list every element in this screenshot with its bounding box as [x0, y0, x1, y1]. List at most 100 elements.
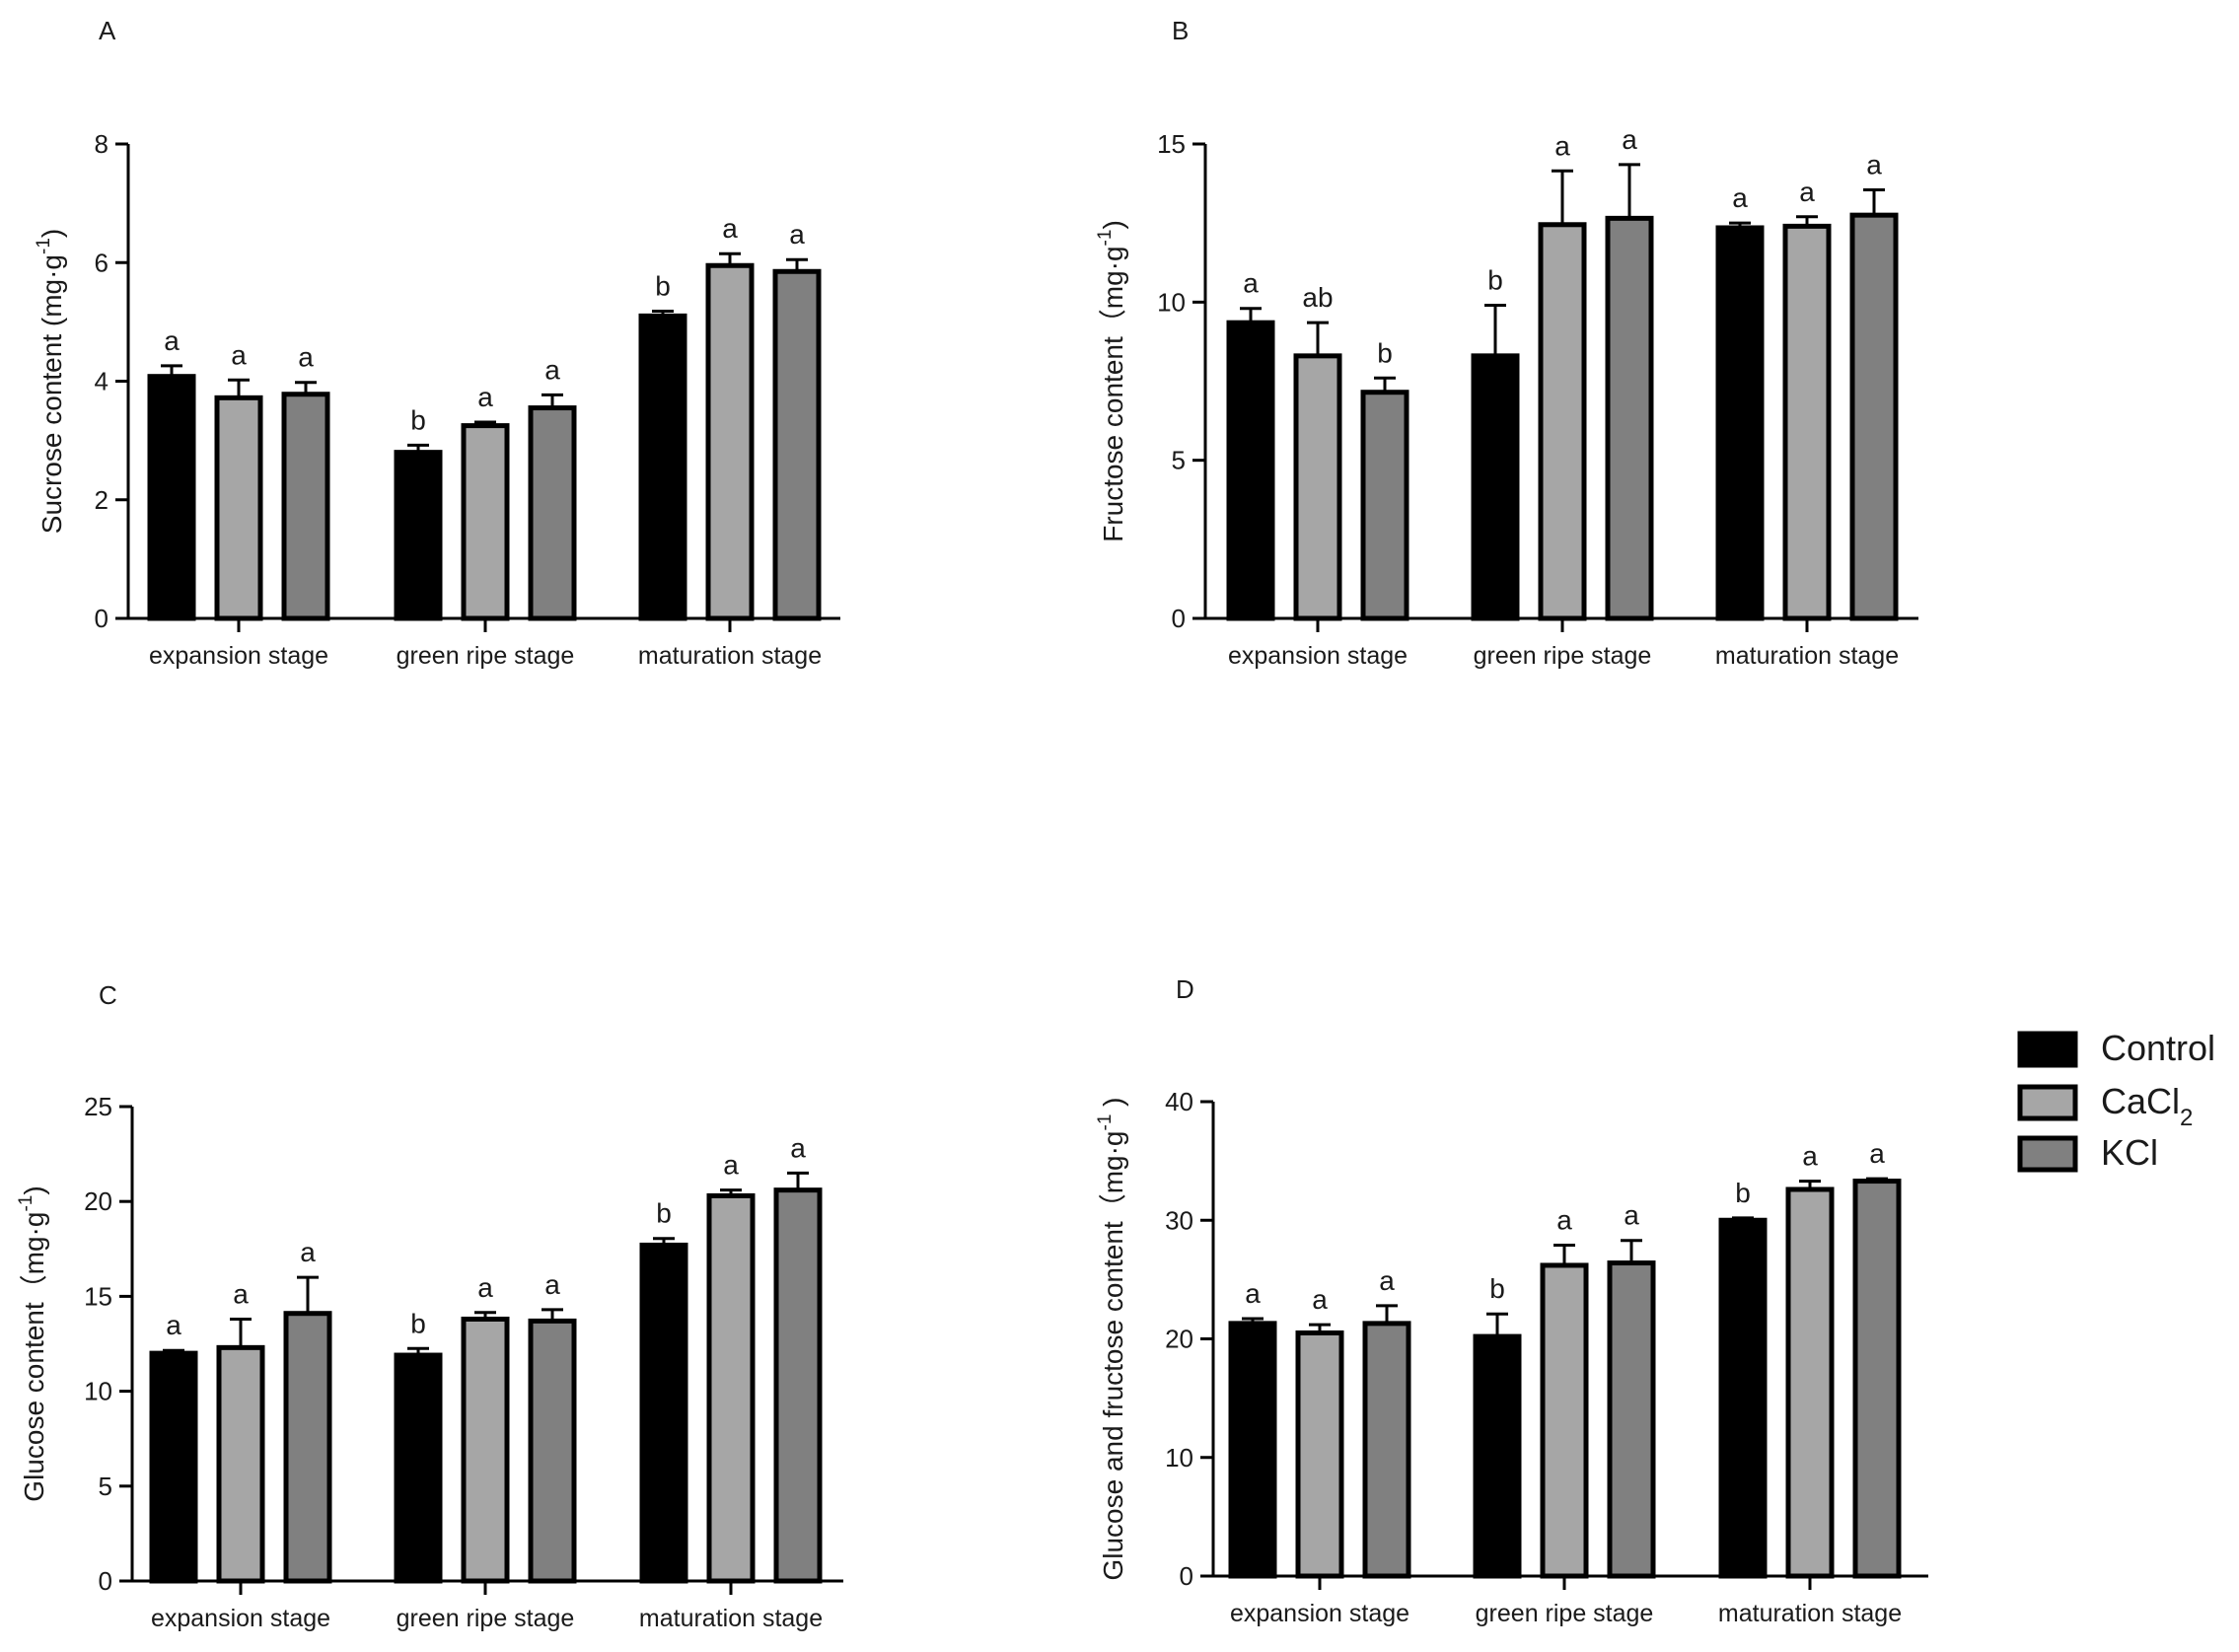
- y-tick-label: 0: [1172, 604, 1186, 633]
- y-tick-label: 10: [1157, 287, 1186, 317]
- significance-letter: a: [1243, 268, 1259, 299]
- bar: [1538, 222, 1587, 621]
- panel-label-a: A: [99, 16, 116, 45]
- bar: [149, 1350, 198, 1584]
- x-tick-label: green ripe stage: [397, 1605, 575, 1632]
- bar: [147, 374, 196, 621]
- legend-swatch-control: [2017, 1031, 2078, 1068]
- panel-label-d: D: [1176, 974, 1194, 1004]
- legend-swatch-cacl2: [2017, 1084, 2078, 1121]
- significance-letter: a: [300, 1237, 316, 1267]
- bar: [1540, 1262, 1589, 1579]
- y-tick-label: 15: [84, 1281, 112, 1311]
- y-tick-label: 25: [84, 1092, 112, 1121]
- bar: [639, 1242, 688, 1584]
- bar: [394, 1352, 443, 1584]
- significance-letter: a: [477, 382, 493, 412]
- y-tick-label: 0: [95, 604, 108, 633]
- significance-letter: a: [1556, 1205, 1572, 1236]
- y-tick-label: 40: [1165, 1087, 1193, 1116]
- panel-label-c: C: [99, 980, 117, 1010]
- bar: [1228, 1321, 1277, 1579]
- x-tick-label: green ripe stage: [1476, 1600, 1654, 1627]
- y-tick-label: 20: [84, 1186, 112, 1216]
- significance-letter: a: [1245, 1278, 1261, 1309]
- significance-letter: b: [1735, 1178, 1751, 1208]
- bar: [1782, 223, 1832, 621]
- y-tick-label: 2: [95, 485, 108, 515]
- y-tick-label: 5: [99, 1472, 112, 1501]
- bar: [1607, 1260, 1656, 1579]
- bar: [1293, 353, 1342, 621]
- significance-letter: a: [1866, 149, 1882, 180]
- y-tick-label: 10: [84, 1377, 112, 1406]
- bar: [283, 1311, 332, 1584]
- y-tick-label: 8: [95, 129, 108, 159]
- significance-letter: a: [544, 354, 560, 385]
- significance-letter: b: [1487, 265, 1503, 296]
- significance-letter: a: [477, 1272, 493, 1303]
- bar: [281, 392, 330, 621]
- y-axis-title: Glucose and fructose content（mg·g-1 ): [1095, 1097, 1128, 1580]
- y-axis-title: Fructose content（mg·g-1): [1095, 220, 1128, 542]
- bar: [1226, 320, 1275, 621]
- significance-letter: a: [1799, 177, 1815, 207]
- significance-letter: ab: [1302, 282, 1333, 313]
- bar: [214, 395, 263, 621]
- bar: [706, 1192, 756, 1584]
- bar: [772, 268, 822, 621]
- significance-letter: a: [1312, 1284, 1328, 1315]
- bar: [1605, 215, 1654, 621]
- legend-label-control: Control: [2101, 1028, 2215, 1068]
- significance-letter: a: [1622, 124, 1637, 155]
- panel-a: A a b b a a a a a a 0 2 4 6 8 expansion stage green rip…: [34, 16, 840, 670]
- bar: [528, 1318, 577, 1584]
- significance-letter: a: [1554, 130, 1570, 161]
- y-tick-label: 0: [1180, 1561, 1193, 1591]
- bar: [1785, 1186, 1835, 1579]
- significance-letter: a: [231, 339, 247, 370]
- bar: [216, 1344, 265, 1584]
- significance-letter: b: [410, 404, 426, 435]
- bar: [1362, 1321, 1411, 1579]
- significance-letter: a: [166, 1310, 181, 1340]
- significance-letter: a: [723, 1150, 739, 1181]
- bar: [1295, 1329, 1344, 1579]
- panel-c-plot: a b b a a a a a a 0 5 10 15 20 25 expansion stage green …: [16, 1092, 843, 1632]
- x-tick-label: maturation stage: [638, 642, 822, 670]
- legend-label-cacl2: CaCl2: [2101, 1081, 2193, 1131]
- significance-letter: a: [544, 1269, 560, 1300]
- x-tick-label: green ripe stage: [1474, 642, 1652, 670]
- y-tick-label: 20: [1165, 1325, 1193, 1354]
- panel-d: D a b b a a a a a a 0 10 20 30 40 expansion stage green…: [1095, 974, 1928, 1627]
- bar: [1715, 225, 1765, 621]
- bar: [773, 1187, 823, 1584]
- y-axis-title: Sucrose content (mg·g-1): [34, 229, 67, 534]
- x-tick-label: expansion stage: [1228, 642, 1408, 670]
- x-tick-label: expansion stage: [1230, 1600, 1409, 1627]
- significance-letter: b: [410, 1308, 426, 1338]
- significance-letter: a: [233, 1278, 249, 1309]
- bar: [461, 423, 510, 621]
- y-tick-label: 30: [1165, 1205, 1193, 1235]
- significance-letter: b: [656, 1198, 672, 1229]
- significance-letter: a: [1732, 182, 1748, 213]
- significance-letter: a: [298, 342, 314, 373]
- bar: [1360, 390, 1409, 621]
- y-tick-label: 6: [95, 248, 108, 277]
- panel-d-plot: a b b a a a a a a 0 10 20 30 40 expansion stage green r…: [1095, 1087, 1928, 1627]
- y-tick-label: 10: [1165, 1443, 1193, 1472]
- bar: [1849, 212, 1899, 621]
- bar: [1471, 353, 1520, 621]
- bar: [461, 1316, 510, 1584]
- y-tick-label: 15: [1157, 129, 1186, 159]
- significance-letter: a: [722, 213, 738, 244]
- legend-label-kcl: KCl: [2101, 1132, 2158, 1173]
- bar: [705, 262, 755, 621]
- significance-letter: a: [1802, 1141, 1818, 1172]
- significance-letter: a: [1379, 1265, 1395, 1296]
- significance-letter: a: [790, 1132, 806, 1163]
- x-tick-label: maturation stage: [639, 1605, 823, 1632]
